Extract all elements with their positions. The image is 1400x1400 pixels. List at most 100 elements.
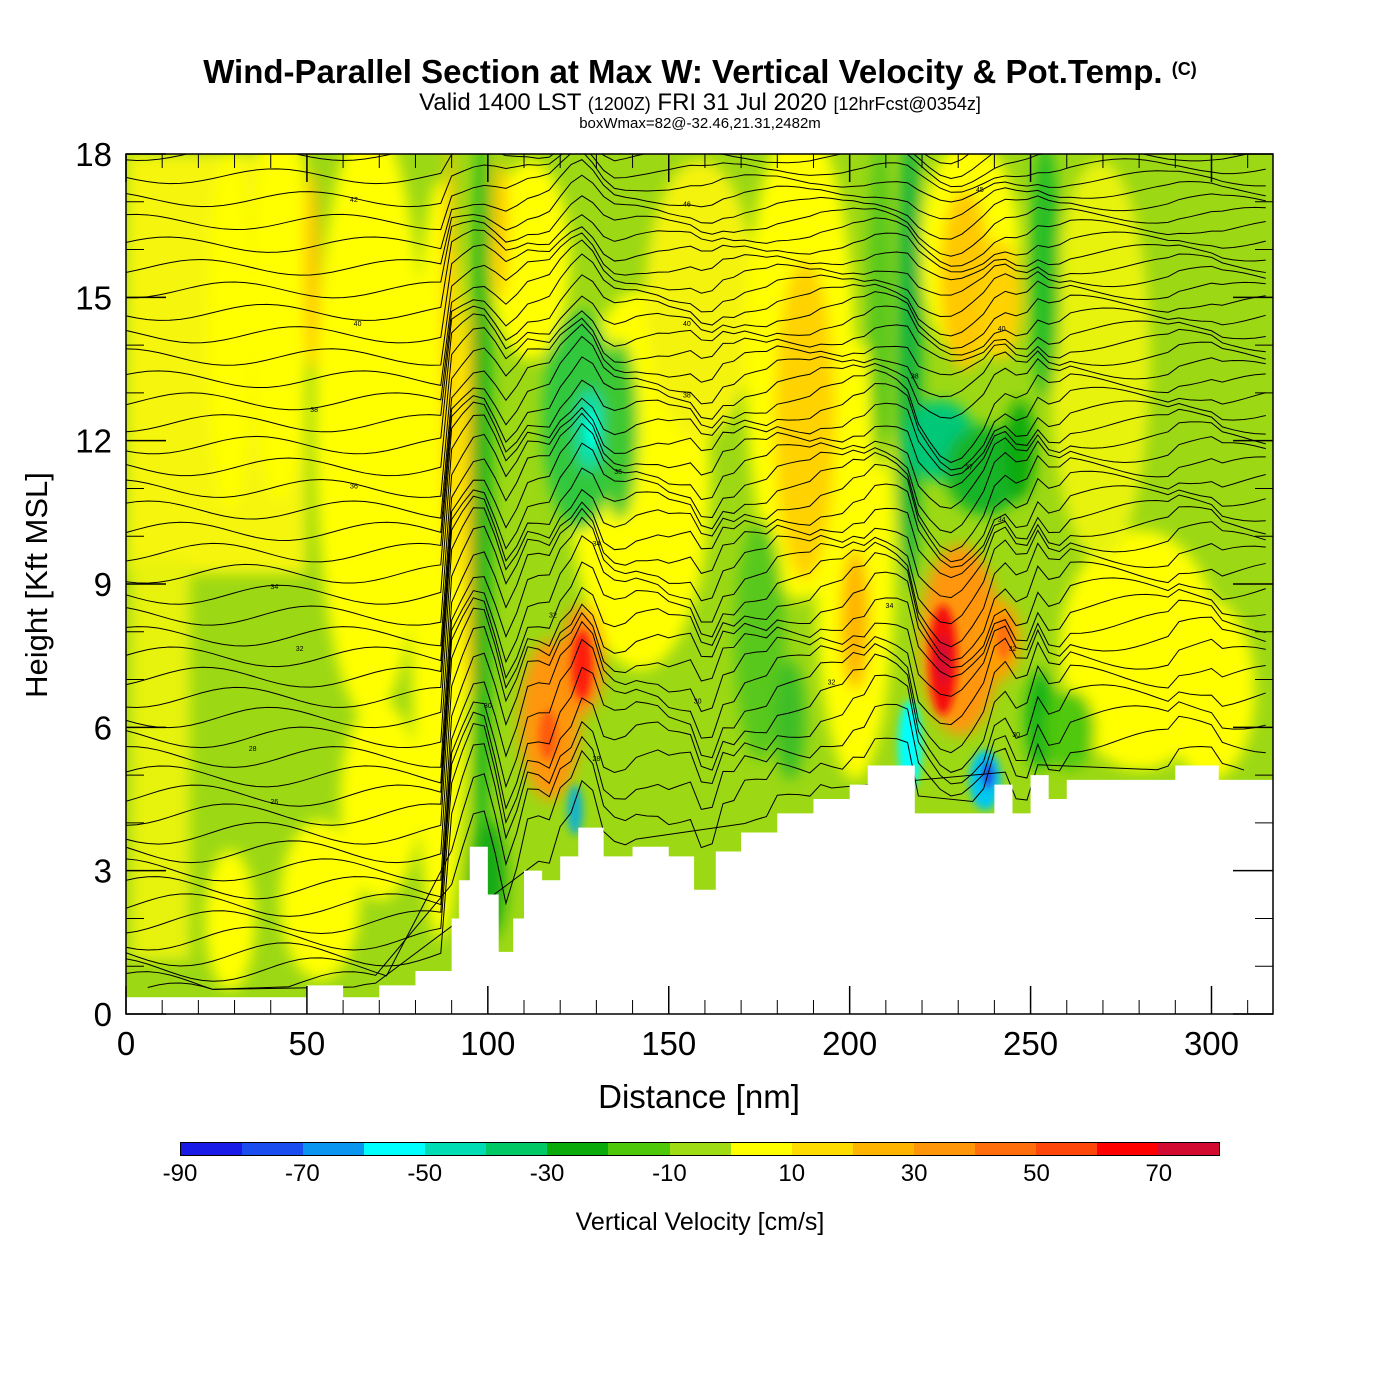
contour-labels: 42 46 45 40 40 40 38 38 38 36 36 37 34 34 34 32 34 32 32 32… xyxy=(249,187,1020,806)
x-tick-label: 100 xyxy=(460,1025,515,1062)
contour-label: 32 xyxy=(828,679,836,686)
contour-label: 36 xyxy=(614,469,622,476)
contour-label: 38 xyxy=(911,374,919,381)
isentrope xyxy=(126,154,1266,231)
contour-label: 32 xyxy=(296,646,304,653)
colorbar-tick-label: -30 xyxy=(529,1160,565,1187)
isentrope xyxy=(126,588,1266,882)
isentrope xyxy=(126,356,1266,563)
x-axis-label: Distance [nm] xyxy=(598,1078,800,1115)
colorbar-swatch xyxy=(852,1143,914,1155)
contour-label: 46 xyxy=(683,202,691,209)
velocity-field: 42 46 45 40 40 40 38 38 38 36 36 37 34 34 34 32 34 32 32 32… xyxy=(126,154,1273,1014)
colorbar xyxy=(180,1142,1220,1156)
isentrope xyxy=(126,436,1266,688)
colorbar-tick-label: -70 xyxy=(285,1160,320,1187)
contour-label: 38 xyxy=(310,407,318,414)
isentrope xyxy=(126,154,1250,188)
isentrope xyxy=(126,674,1266,967)
x-tick-label: 250 xyxy=(1003,1025,1058,1062)
isentrope xyxy=(126,408,1266,647)
isentrope xyxy=(126,159,1266,253)
isentrope xyxy=(126,274,1266,433)
x-tick-label: 300 xyxy=(1184,1025,1239,1062)
y-tick-label: 15 xyxy=(75,279,112,316)
isentrope xyxy=(126,616,1266,917)
contour-label: 30 xyxy=(694,698,702,705)
isentrope xyxy=(126,369,1266,584)
isentrope xyxy=(126,317,1266,498)
contour-label: 34 xyxy=(998,517,1006,524)
colorbar-swatch xyxy=(669,1143,731,1155)
isentrope xyxy=(126,323,1266,520)
contour-label: 30 xyxy=(484,703,492,710)
colorbar-tick-label: -90 xyxy=(162,1160,198,1187)
contour-label: 45 xyxy=(976,187,984,194)
contour-label: 34 xyxy=(886,603,894,610)
x-tick-label: 200 xyxy=(822,1025,877,1062)
contour-label: 40 xyxy=(998,326,1006,333)
contour-label: 34 xyxy=(270,584,278,591)
isentrope xyxy=(126,226,1266,344)
y-tick-label: 3 xyxy=(94,853,112,890)
isentrope xyxy=(126,451,1266,708)
colorbar-swatch xyxy=(425,1143,487,1155)
isentrope xyxy=(126,494,1266,768)
isentrope xyxy=(126,506,1266,788)
x-tick-label: 150 xyxy=(641,1025,696,1062)
isentrope xyxy=(126,541,1266,826)
isentrope xyxy=(126,253,1266,411)
colorbar-tick-label: 30 xyxy=(900,1160,928,1187)
isentrope xyxy=(126,463,1266,729)
colorbar-tick-label: -10 xyxy=(652,1160,687,1187)
colorbar-tick-label: -50 xyxy=(407,1160,443,1187)
isentrope xyxy=(126,291,1266,455)
contour-label: 32 xyxy=(549,612,557,619)
isentrope xyxy=(126,521,1266,807)
isentrope xyxy=(126,174,1266,276)
isentrope xyxy=(126,599,1266,900)
isentrope xyxy=(126,421,1266,668)
colorbar-tick-label: 10 xyxy=(778,1160,806,1187)
chart-valid-time: Valid 1400 LST (1200Z) FRI 31 Jul 2020 [… xyxy=(419,89,981,116)
isentrope xyxy=(126,214,1266,321)
isentrope xyxy=(126,154,993,180)
contour-label: 40 xyxy=(354,321,362,328)
contour-label: 38 xyxy=(683,393,691,400)
isentrope xyxy=(126,701,1266,982)
colorbar-swatch xyxy=(730,1143,792,1155)
contour-label: 28 xyxy=(249,746,257,753)
isentrope xyxy=(126,239,1266,389)
y-tick-label: 6 xyxy=(94,709,112,746)
contour-label: 32 xyxy=(1009,646,1017,653)
colorbar-swatch xyxy=(974,1143,1036,1155)
y-tick-label: 0 xyxy=(94,996,112,1033)
isentrope xyxy=(126,195,1266,299)
isentrope xyxy=(126,552,1266,845)
y-axis-label: Height [Kft MSL] xyxy=(19,472,54,698)
contour-label: 34 xyxy=(592,541,600,548)
colorbar-label: Vertical Velocity [cm/s] xyxy=(575,1208,825,1236)
isentrope xyxy=(126,382,1266,605)
isentrope xyxy=(126,483,1266,749)
isentrope xyxy=(126,335,1266,541)
x-tick-label: 0 xyxy=(117,1025,135,1062)
colorbar-swatch xyxy=(791,1143,853,1155)
contour-label: 37 xyxy=(965,464,973,471)
contour-label: 26 xyxy=(270,799,278,806)
isentrope xyxy=(126,232,1266,366)
isentrope xyxy=(126,154,1266,208)
isentrope xyxy=(126,653,1266,951)
contour-label: 28 xyxy=(592,756,600,763)
isentrope xyxy=(126,571,1266,864)
colorbar-swatch xyxy=(547,1143,609,1155)
colorbar-swatch xyxy=(913,1143,975,1155)
colorbar-swatch xyxy=(1096,1143,1158,1155)
contour-label: 36 xyxy=(350,483,358,490)
colorbar-swatch xyxy=(242,1143,304,1155)
terrain-mask xyxy=(126,765,1273,1014)
y-tick-label: 9 xyxy=(94,566,112,603)
colorbar-tick-label: 50 xyxy=(1023,1160,1050,1187)
